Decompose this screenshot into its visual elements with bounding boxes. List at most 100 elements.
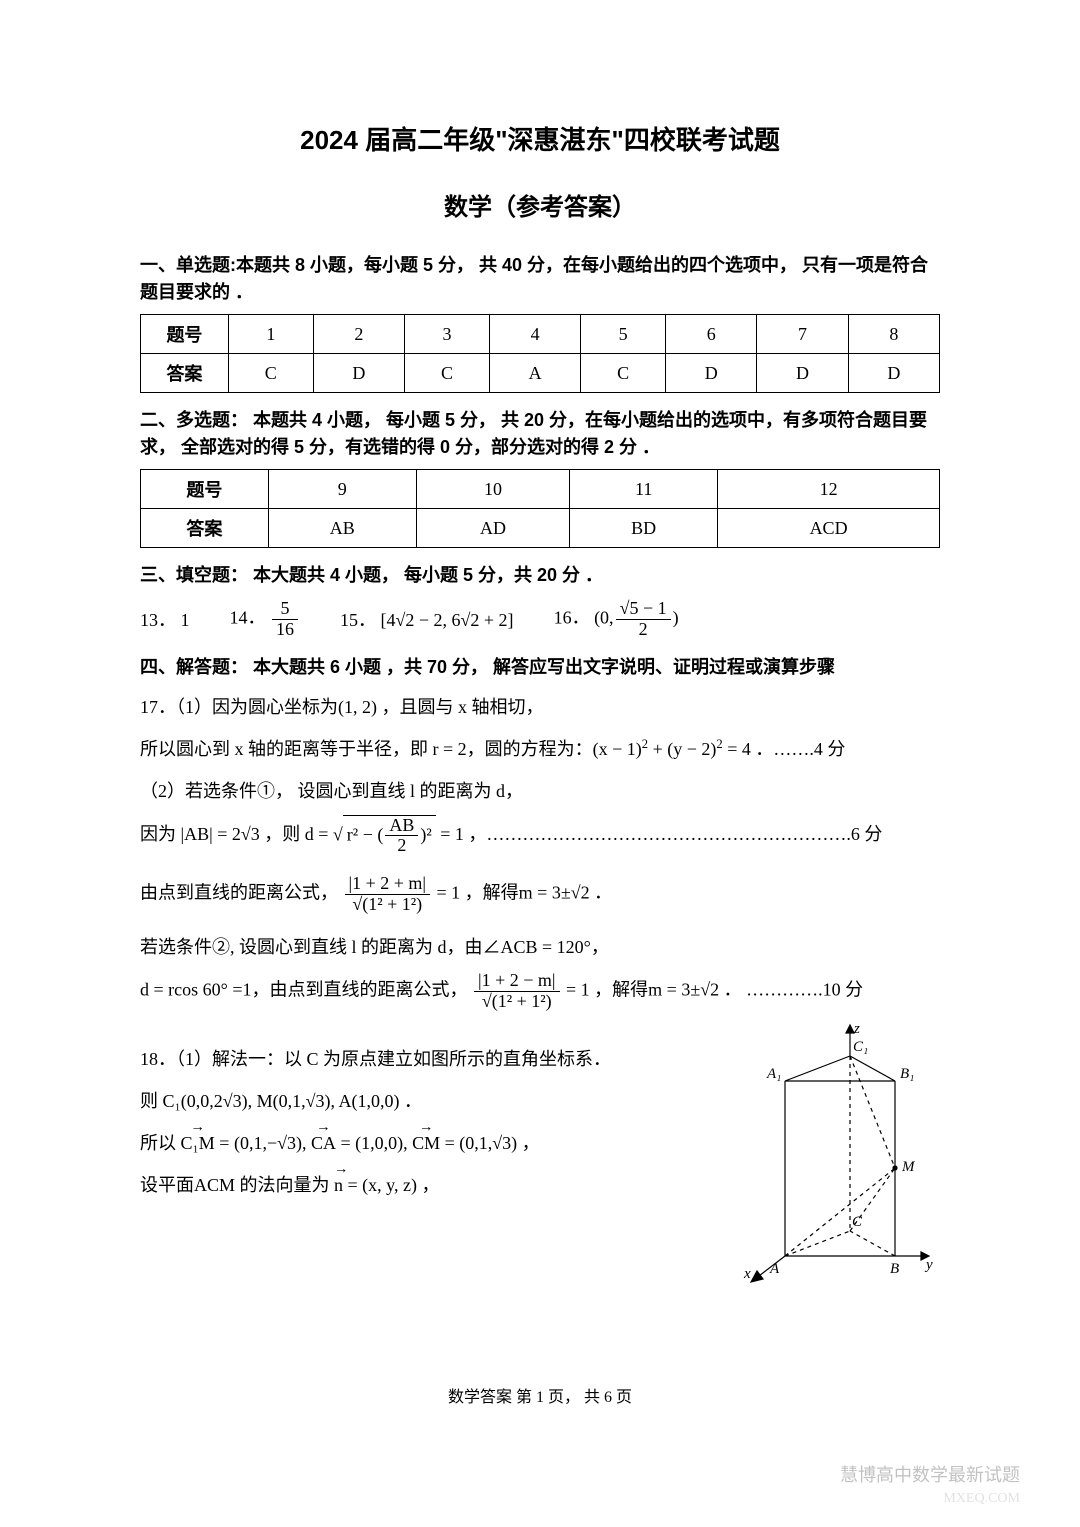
fraction-sqrt5: √5 − 1 2 — [616, 599, 671, 640]
page-container: 2024 届高二年级"深惠湛东"四校联考试题 数学（参考答案） 一、单选题:本题… — [0, 0, 1080, 1527]
label-A1: A₁ — [766, 1066, 781, 1082]
frac-num: √5 − 1 — [616, 599, 671, 620]
q-num: 7 — [757, 315, 848, 354]
text: = 1 ，解得m = 3±√2 ． — [437, 883, 613, 903]
page-footer: 数学答案 第 1 页， 共 6 页 — [0, 1383, 1080, 1407]
q17-line4: 因为 |AB| = 2√3 ，则 d = √r² − (AB2)² = 1 ，…… — [140, 815, 940, 857]
fill-num: 15． — [340, 610, 376, 630]
ans-cell: C — [405, 354, 490, 393]
vec-label: CA — [311, 1133, 336, 1153]
q-num: 12 — [718, 470, 940, 509]
frac-num: |1 + 2 + m| — [345, 874, 431, 895]
fill-num: 13． — [140, 610, 176, 630]
ans-cell: C — [581, 354, 666, 393]
ans-cell: D — [666, 354, 757, 393]
q-num: 11 — [570, 470, 718, 509]
text: = (0,1,−√3), — [215, 1133, 311, 1153]
section2-table: 题号 9 10 11 12 答案 AB AD BD ACD — [140, 469, 940, 548]
vector-cm: CM — [412, 1125, 440, 1161]
frac-den: √(1² + 1²) — [345, 895, 431, 915]
text: = 1 ，…………………………………………………….6 分 — [440, 824, 882, 844]
q-num: 8 — [848, 315, 939, 354]
q-num: 3 — [405, 315, 490, 354]
q-num: 1 — [228, 315, 313, 354]
q17-line3: （2）若选条件①， 设圆心到直线 l 的距离为 d， — [140, 773, 940, 809]
ans-cell: D — [848, 354, 939, 393]
ans-cell: AB — [268, 509, 416, 548]
q-num: 5 — [581, 315, 666, 354]
fill-val: 1 — [181, 610, 190, 630]
table-row: 题号 1 2 3 4 5 6 7 8 — [141, 315, 940, 354]
table-row: 答案 C D C A C D D D — [141, 354, 940, 393]
table-row: 答案 AB AD BD ACD — [141, 509, 940, 548]
fraction-5-16: 5 16 — [272, 599, 298, 640]
sqrt-expr: √r² − (AB2)² — [333, 815, 436, 857]
q17-line2: 所以圆心到 x 轴的距离等于半径，即 r = 2，圆的方程为：(x − 1)2 … — [140, 731, 940, 767]
text: = 1 ，解得m = 3±√2 ． ………….10 分 — [566, 979, 863, 999]
main-title: 2024 届高二年级"深惠湛东"四校联考试题 — [140, 120, 940, 157]
axis-z-label: z — [853, 1021, 860, 1037]
vector-ca: CA — [311, 1125, 336, 1161]
text: = (x, y, z) ， — [343, 1175, 439, 1195]
text: + (y − 2) — [648, 739, 716, 759]
fill-item-16: 16． (0, √5 − 1 2 ) — [554, 599, 679, 640]
table-row: 题号 9 10 11 12 — [141, 470, 940, 509]
label-M: M — [901, 1159, 916, 1175]
text: 设平面ACM 的法向量为 — [140, 1175, 330, 1195]
frac-num: |1 + 2 − m| — [474, 971, 560, 992]
ans-cell: AD — [416, 509, 570, 548]
section2-heading: 二、多选题： 本题共 4 小题， 每小题 5 分， 共 20 分，在每小题给出的… — [140, 407, 940, 461]
ans-cell: ACD — [718, 509, 940, 548]
fill-item-13: 13． 1 — [140, 606, 190, 632]
prism-svg: z x y A₁ B₁ C₁ A B C M — [720, 1021, 940, 1301]
watermark-line1: 慧博高中数学最新试题 — [840, 1461, 1020, 1487]
row-label: 答案 — [141, 354, 229, 393]
q17-line1: 17．（1）因为圆心坐标为(1, 2) ，且圆与 x 轴相切， — [140, 689, 940, 725]
section3-heading: 三、填空题： 本大题共 4 小题， 每小题 5 分，共 20 分 ． — [140, 562, 940, 589]
sub-title: 数学（参考答案） — [140, 187, 940, 222]
label-A: A — [769, 1261, 780, 1277]
row-label: 题号 — [141, 315, 229, 354]
ans-cell: C — [228, 354, 313, 393]
row-label: 题号 — [141, 470, 269, 509]
section1-table: 题号 1 2 3 4 5 6 7 8 答案 C D C A C D D D — [140, 314, 940, 393]
q-num: 4 — [489, 315, 580, 354]
q-num: 2 — [313, 315, 404, 354]
vec-label: n — [334, 1175, 343, 1195]
text: 因为 |AB| = 2√3 ，则 d = — [140, 824, 333, 844]
frac-num: 5 — [272, 599, 298, 620]
fill-item-15: 15． [4√2 − 2, 6√2 + 2] — [340, 606, 514, 632]
fill-answers-row: 13． 1 14． 5 16 15． [4√2 − 2, 6√2 + 2] 16… — [140, 599, 940, 640]
watermark-line2: MXEQ.COM — [943, 1491, 1020, 1507]
section4-heading: 四、解答题： 本大题共 6 小题 ，共 70 分， 解答应写出文字说明、证明过程… — [140, 654, 940, 681]
q17-line6: 若选条件②, 设圆心到直线 l 的距离为 d，由∠ACB = 120°， — [140, 929, 940, 965]
section1-heading: 一、单选题:本题共 8 小题，每小题 5 分， 共 40 分，在每小题给出的四个… — [140, 252, 940, 306]
label-B: B — [890, 1261, 899, 1277]
vec-label: CM — [412, 1133, 440, 1153]
distance-fraction-2: |1 + 2 − m| √(1² + 1²) — [474, 971, 560, 1012]
text: 所以 — [140, 1133, 181, 1153]
ans-cell: A — [489, 354, 580, 393]
fill-suffix: ) — [673, 607, 679, 627]
q18-block: z x y A₁ B₁ C₁ A B C M 18．（1）解法一：以 C 为原点… — [140, 1041, 940, 1203]
q17-line7: d = rcos 60° =1，由点到直线的距离公式， |1 + 2 − m| … — [140, 971, 940, 1012]
q-num: 9 — [268, 470, 416, 509]
ans-cell: D — [757, 354, 848, 393]
vec-label: C₁M — [181, 1133, 215, 1153]
ans-cell: BD — [570, 509, 718, 548]
axis-y-label: y — [924, 1257, 933, 1273]
vector-c1m: C₁M — [181, 1125, 215, 1161]
prism-diagram: z x y A₁ B₁ C₁ A B C M — [720, 1021, 940, 1301]
label-C: C — [852, 1214, 863, 1230]
q17-line5: 由点到直线的距离公式， |1 + 2 + m| √(1² + 1²) = 1 ，… — [140, 874, 940, 915]
fill-num: 16． — [554, 607, 590, 627]
text: = (0,1,√3) ， — [440, 1133, 540, 1153]
text: = 4 ．…….4 分 — [723, 739, 846, 759]
frac-den: 2 — [385, 836, 418, 856]
distance-fraction-1: |1 + 2 + m| √(1² + 1²) — [345, 874, 431, 915]
frac-den: 16 — [272, 620, 298, 640]
q-num: 10 — [416, 470, 570, 509]
text: 所以圆心到 x 轴的距离等于半径，即 r = 2，圆的方程为：(x − 1) — [140, 739, 642, 759]
label-C1: C₁ — [853, 1039, 868, 1055]
frac-num: AB — [385, 816, 418, 837]
